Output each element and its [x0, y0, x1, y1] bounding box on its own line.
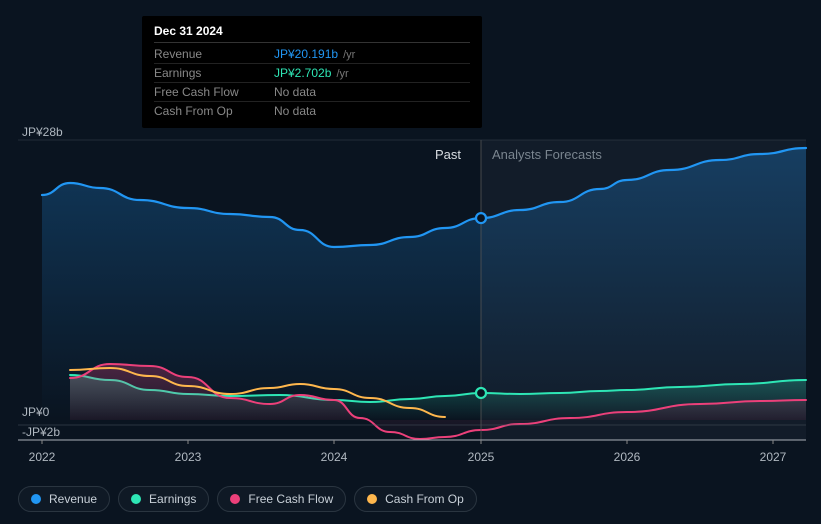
tooltip-title: Dec 31 2024 [154, 24, 470, 43]
region-label-past: Past [435, 147, 461, 162]
legend-label: Cash From Op [385, 492, 464, 506]
tooltip-row: RevenueJP¥20.191b /yr [154, 45, 470, 64]
legend-item[interactable]: Cash From Op [354, 486, 477, 512]
y-axis-label: -JP¥2b [22, 425, 60, 439]
x-axis-label: 2027 [760, 450, 787, 464]
tooltip-row-value: JP¥20.191b /yr [274, 47, 355, 61]
tooltip-row: Free Cash FlowNo data [154, 83, 470, 102]
tooltip-row: Cash From OpNo data [154, 102, 470, 120]
y-axis-label: JP¥0 [22, 405, 49, 419]
y-axis-label: JP¥28b [22, 125, 63, 139]
financials-chart: Dec 31 2024 RevenueJP¥20.191b /yrEarning… [0, 0, 821, 524]
legend-label: Earnings [149, 492, 196, 506]
legend-label: Revenue [49, 492, 97, 506]
legend-dot-icon [367, 494, 377, 504]
region-label-forecast: Analysts Forecasts [492, 147, 602, 162]
legend-item[interactable]: Earnings [118, 486, 209, 512]
legend-dot-icon [31, 494, 41, 504]
tooltip-row-value: No data [274, 104, 316, 118]
x-axis-label: 2024 [321, 450, 348, 464]
tooltip-row-value: No data [274, 85, 316, 99]
tooltip-row-label: Cash From Op [154, 104, 274, 118]
tooltip-row-label: Free Cash Flow [154, 85, 274, 99]
tooltip-row: EarningsJP¥2.702b /yr [154, 64, 470, 83]
x-axis-label: 2022 [29, 450, 56, 464]
legend-item[interactable]: Revenue [18, 486, 110, 512]
legend-dot-icon [230, 494, 240, 504]
x-axis-label: 2023 [175, 450, 202, 464]
tooltip-rows: RevenueJP¥20.191b /yrEarningsJP¥2.702b /… [154, 45, 470, 120]
legend-item[interactable]: Free Cash Flow [217, 486, 346, 512]
chart-legend: Revenue Earnings Free Cash Flow Cash From O… [18, 486, 477, 512]
x-axis-label: 2026 [614, 450, 641, 464]
tooltip-row-label: Revenue [154, 47, 274, 61]
tooltip-row-label: Earnings [154, 66, 274, 80]
legend-dot-icon [131, 494, 141, 504]
x-axis-label: 2025 [468, 450, 495, 464]
chart-tooltip: Dec 31 2024 RevenueJP¥20.191b /yrEarning… [142, 16, 482, 128]
tooltip-row-value: JP¥2.702b /yr [274, 66, 349, 80]
legend-label: Free Cash Flow [248, 492, 333, 506]
